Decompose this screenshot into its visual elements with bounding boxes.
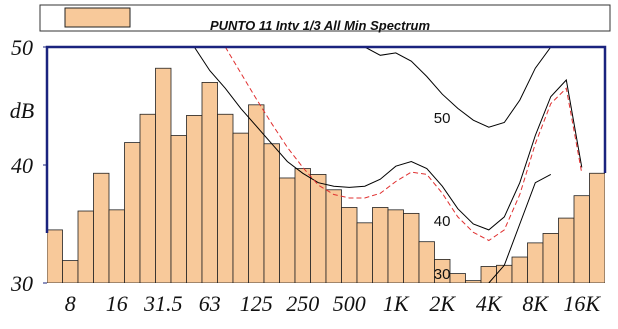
bar <box>356 222 373 283</box>
bar <box>449 273 466 283</box>
bar <box>558 217 575 283</box>
bar <box>139 113 156 283</box>
bar <box>47 229 63 283</box>
bar <box>279 177 296 283</box>
contour-curve <box>364 47 552 128</box>
bar <box>217 113 234 283</box>
bar <box>232 132 249 283</box>
contour-curve <box>193 47 583 231</box>
x-tick-label: 8K <box>522 291 549 316</box>
bar <box>480 266 497 283</box>
bar <box>341 207 358 283</box>
bar <box>387 209 404 283</box>
bar <box>294 168 311 283</box>
bar <box>186 115 203 283</box>
x-tick-label: 1K <box>383 291 410 316</box>
bar <box>573 195 590 283</box>
curve-label: 50 <box>434 110 451 127</box>
x-tick-label: 8 <box>65 291 76 316</box>
legend-swatch <box>64 7 131 28</box>
bar <box>170 135 187 283</box>
x-tick-label: 31.5 <box>143 291 183 316</box>
x-tick-label: 2K <box>429 291 456 316</box>
bar <box>124 142 141 283</box>
legend-box <box>39 4 611 32</box>
bar <box>93 172 110 283</box>
x-tick-label: 4K <box>476 291 503 316</box>
plot-frame <box>45 45 607 233</box>
bar <box>201 82 218 283</box>
plot-area <box>47 47 605 283</box>
x-tick-label: 250 <box>286 291 319 316</box>
y-tick-label: 40 <box>11 153 33 178</box>
bar <box>62 260 79 283</box>
y-tick-label: 30 <box>10 271 33 296</box>
x-tick-label: 500 <box>333 291 366 316</box>
bar <box>77 210 94 283</box>
bar <box>589 172 605 283</box>
bar <box>527 242 544 283</box>
bar <box>418 241 435 283</box>
y-axis-label: dB <box>10 98 34 123</box>
bar <box>496 264 513 283</box>
contour-curve <box>488 173 552 283</box>
bar <box>511 256 528 283</box>
x-tick-label: 125 <box>240 291 273 316</box>
y-tick-label: 50 <box>11 35 33 60</box>
x-tick-label: 16 <box>106 291 128 316</box>
bar <box>155 67 172 283</box>
bar <box>372 207 389 283</box>
legend-label: PUNTO 11 Intv 1/3 All Min Spectrum <box>210 18 431 33</box>
x-tick-label: 63 <box>199 291 221 316</box>
bar <box>310 174 327 283</box>
bar <box>108 209 125 283</box>
curve-label: 40 <box>434 213 451 230</box>
curve-label: 30 <box>434 266 451 283</box>
contour-curve <box>224 47 583 242</box>
bar <box>263 143 280 283</box>
bar <box>434 258 451 283</box>
x-tick-label: 16K <box>563 291 601 316</box>
bar <box>542 233 559 283</box>
bar <box>403 212 420 283</box>
bar <box>465 280 482 283</box>
bar <box>325 189 342 283</box>
